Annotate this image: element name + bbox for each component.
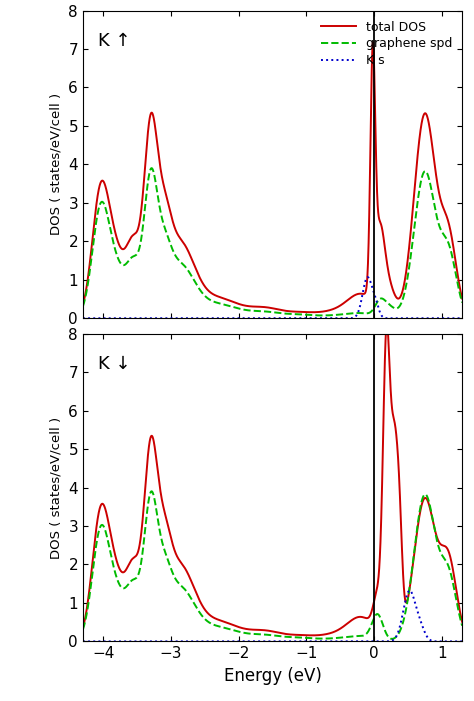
graphene spd (80, 625, 86, 634)
Line: graphene spd: graphene spd (83, 491, 462, 639)
Line: K s: K s (83, 277, 462, 318)
total DOS (242, 301, 247, 310)
K s (242, 314, 247, 322)
total DOS (123, 242, 129, 250)
total DOS (146, 121, 152, 130)
total DOS (384, 319, 390, 327)
graphene spd (452, 589, 458, 597)
Text: K ↓: K ↓ (98, 355, 131, 373)
Y-axis label: DOS ( states/eV/cell ): DOS ( states/eV/cell ) (50, 416, 63, 559)
total DOS (411, 550, 417, 559)
K s (226, 314, 231, 322)
graphene spd (242, 306, 248, 314)
graphene spd (123, 259, 129, 268)
total DOS (459, 294, 465, 303)
total DOS (459, 618, 465, 626)
graphene spd (226, 301, 231, 310)
graphene spd (149, 164, 155, 172)
K s (459, 314, 465, 322)
graphene spd (80, 302, 86, 311)
K s (226, 637, 231, 646)
K s (80, 314, 86, 322)
total DOS (411, 190, 417, 198)
K s (123, 314, 129, 322)
graphene spd (319, 311, 325, 320)
total DOS (242, 625, 247, 633)
Legend: total DOS, graphene spd, K s: total DOS, graphene spd, K s (317, 17, 456, 71)
graphene spd (123, 583, 129, 591)
total DOS (226, 296, 231, 304)
K s (80, 637, 86, 646)
Line: graphene spd: graphene spd (83, 168, 462, 315)
graphene spd (226, 625, 231, 633)
K s (407, 586, 412, 594)
graphene spd (411, 548, 417, 557)
total DOS (452, 253, 458, 261)
graphene spd (149, 487, 155, 496)
K s (146, 314, 152, 322)
K s (452, 314, 458, 322)
Line: total DOS: total DOS (83, 42, 462, 312)
total DOS (226, 619, 231, 627)
graphene spd (459, 299, 465, 307)
K s (459, 637, 465, 646)
graphene spd (452, 266, 458, 274)
Line: total DOS: total DOS (83, 323, 462, 635)
total DOS (80, 300, 86, 308)
total DOS (452, 578, 458, 586)
total DOS (370, 38, 376, 46)
K s (452, 637, 458, 646)
graphene spd (242, 629, 248, 637)
graphene spd (146, 496, 152, 504)
total DOS (146, 444, 152, 453)
total DOS (123, 565, 129, 573)
K s (242, 637, 247, 646)
K s (365, 273, 371, 281)
graphene spd (459, 622, 465, 630)
total DOS (310, 631, 315, 639)
Text: K ↑: K ↑ (98, 32, 131, 50)
Y-axis label: DOS ( states/eV/cell ): DOS ( states/eV/cell ) (50, 93, 63, 236)
Line: K s: K s (83, 590, 462, 641)
graphene spd (389, 634, 395, 643)
K s (123, 637, 129, 646)
K s (411, 595, 417, 604)
graphene spd (146, 172, 152, 181)
X-axis label: Energy (eV): Energy (eV) (224, 667, 321, 685)
graphene spd (411, 225, 417, 233)
K s (411, 314, 417, 322)
total DOS (80, 623, 86, 632)
K s (146, 637, 152, 646)
total DOS (310, 308, 315, 316)
